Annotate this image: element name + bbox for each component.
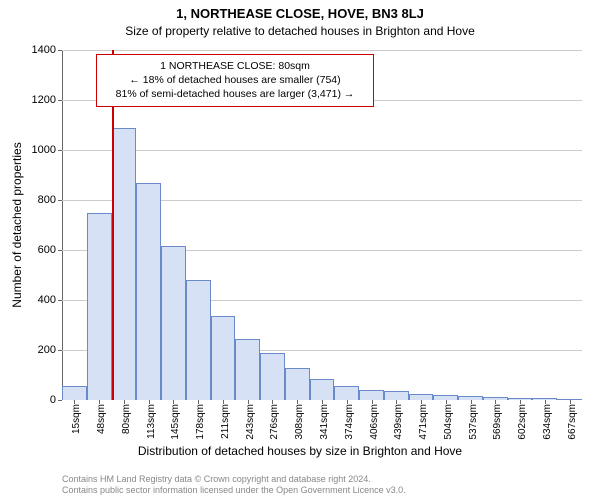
xtick-label: 178sqm: [195, 404, 206, 440]
xtick-label: 537sqm: [468, 404, 479, 440]
histogram-bar: [186, 280, 211, 400]
gridline: [62, 50, 582, 51]
ytick-mark: [58, 300, 62, 301]
histogram-bar: [260, 353, 285, 401]
footer-line2: Contains public sector information licen…: [62, 485, 406, 496]
xtick-label: 48sqm: [96, 404, 107, 434]
xtick-label: 667sqm: [567, 404, 578, 440]
gridline: [62, 150, 582, 151]
xtick-label: 276sqm: [269, 404, 280, 440]
xtick-label: 471sqm: [418, 404, 429, 440]
ytick-label: 1200: [32, 94, 56, 106]
xtick-label: 113sqm: [146, 404, 157, 439]
xtick-label: 406sqm: [369, 404, 380, 440]
histogram-bar: [62, 386, 87, 400]
ytick-label: 400: [38, 294, 56, 306]
histogram-bar: [136, 183, 161, 401]
xtick-label: 602sqm: [517, 404, 528, 440]
xtick-label: 341sqm: [319, 404, 330, 440]
xtick-label: 569sqm: [492, 404, 503, 440]
ytick-label: 600: [38, 244, 56, 256]
histogram-bar: [87, 213, 112, 401]
xtick-label: 80sqm: [121, 404, 132, 434]
x-axis-label: Distribution of detached houses by size …: [0, 444, 600, 458]
histogram-bar: [285, 368, 310, 401]
callout-line2: ← 18% of detached houses are smaller (75…: [105, 73, 365, 87]
xtick-label: 439sqm: [393, 404, 404, 440]
ytick-mark: [58, 350, 62, 351]
ytick-mark: [58, 150, 62, 151]
ytick-label: 200: [38, 344, 56, 356]
xtick-label: 308sqm: [294, 404, 305, 440]
histogram-bar: [359, 390, 384, 400]
xtick-label: 15sqm: [71, 404, 82, 434]
ytick-label: 0: [50, 394, 56, 406]
histogram-bar: [211, 316, 236, 400]
ytick-mark: [58, 50, 62, 51]
ytick-label: 800: [38, 194, 56, 206]
xtick-label: 211sqm: [220, 404, 231, 439]
histogram-bar: [310, 379, 335, 400]
chart-title-address: 1, NORTHEASE CLOSE, HOVE, BN3 8LJ: [0, 0, 600, 21]
histogram-bar: [161, 246, 186, 400]
histogram-bar: [384, 391, 409, 400]
ytick-label: 1000: [32, 144, 56, 156]
ytick-label: 1400: [32, 44, 56, 56]
xtick-label: 374sqm: [344, 404, 355, 440]
footer-attribution: Contains HM Land Registry data © Crown c…: [62, 474, 406, 497]
y-axis-line: [62, 50, 63, 400]
histogram-bar: [334, 386, 359, 400]
ytick-mark: [58, 100, 62, 101]
histogram-bar: [235, 339, 260, 400]
annotation-callout: 1 NORTHEASE CLOSE: 80sqm ← 18% of detach…: [96, 54, 374, 107]
histogram-bar: [112, 128, 137, 401]
xtick-label: 145sqm: [170, 404, 181, 440]
chart-subtitle: Size of property relative to detached ho…: [0, 21, 600, 38]
xtick-label: 504sqm: [443, 404, 454, 440]
callout-line1: 1 NORTHEASE CLOSE: 80sqm: [105, 59, 365, 73]
ytick-mark: [58, 200, 62, 201]
ytick-mark: [58, 250, 62, 251]
callout-line3: 81% of semi-detached houses are larger (…: [105, 87, 365, 101]
footer-line1: Contains HM Land Registry data © Crown c…: [62, 474, 406, 485]
xtick-label: 243sqm: [245, 404, 256, 440]
xtick-label: 634sqm: [542, 404, 553, 440]
y-axis-label: Number of detached properties: [10, 60, 24, 225]
ytick-mark: [58, 400, 62, 401]
